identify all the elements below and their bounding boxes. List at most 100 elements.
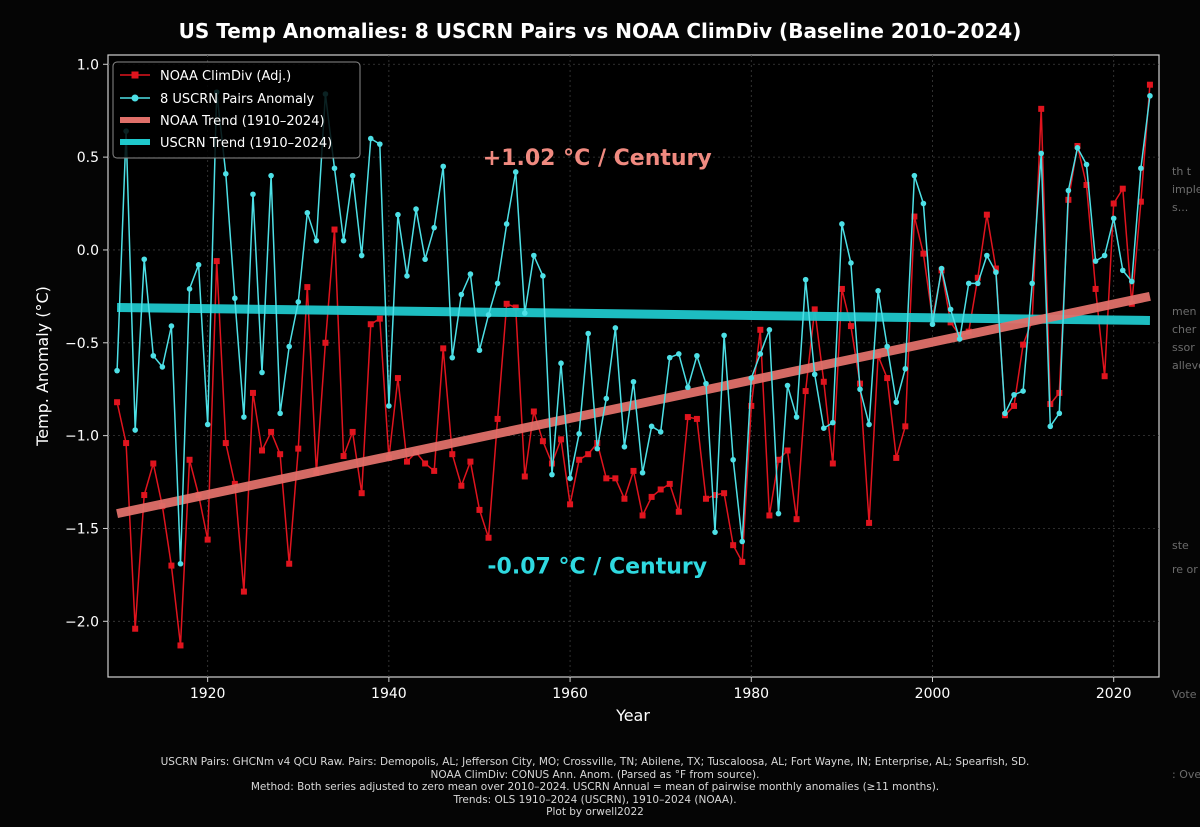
noaa-data-point	[612, 475, 619, 482]
background-text: th t	[1172, 165, 1192, 178]
uscrn-data-point	[1029, 280, 1035, 287]
background-text: imple	[1172, 183, 1200, 196]
uscrn-data-point	[494, 280, 501, 287]
uscrn-data-point	[1011, 391, 1017, 398]
uscrn-data-point	[721, 332, 727, 339]
uscrn-data-point	[1110, 215, 1117, 222]
uscrn-data-point	[386, 403, 392, 409]
uscrn-data-point	[712, 529, 718, 535]
noaa-data-point	[141, 492, 148, 499]
noaa-data-point	[1083, 181, 1090, 188]
uscrn-data-point	[703, 380, 709, 387]
uscrn-data-point	[657, 429, 664, 435]
noaa-data-point	[150, 460, 157, 467]
noaa-data-point	[603, 475, 610, 482]
uscrn-data-point	[1038, 150, 1045, 157]
uscrn-data-point	[413, 206, 419, 212]
uscrn-data-point	[521, 310, 528, 316]
uscrn-data-point	[585, 330, 591, 337]
uscrn-data-point	[304, 210, 311, 216]
uscrn-data-point	[195, 262, 202, 268]
y-tick-label: 0.5	[77, 150, 99, 166]
noaa-data-point	[431, 467, 438, 474]
uscrn-trend-line	[117, 303, 1150, 326]
uscrn-data-point	[395, 211, 401, 218]
noaa-data-point	[820, 378, 827, 385]
caption: USCRN Pairs: GHCNm v4 QCU Raw. Pairs: De…	[0, 756, 1190, 819]
noaa-data-point	[983, 211, 990, 218]
uscrn-data-point	[757, 351, 764, 357]
uscrn-data-point	[956, 336, 963, 342]
uscrn-data-point	[222, 171, 229, 177]
noaa-data-point	[394, 375, 401, 382]
noaa-data-point	[748, 402, 755, 409]
caption-line-trends: Trends: OLS 1910–2024 (USCRN), 1910–2024…	[453, 793, 737, 806]
uscrn-data-point	[404, 273, 410, 279]
y-tick-label: 0.0	[77, 243, 99, 259]
uscrn-data-point	[666, 354, 673, 361]
noaa-data-point	[721, 490, 728, 497]
uscrn-data-point	[449, 354, 456, 361]
uscrn-data-point	[884, 343, 890, 350]
uscrn-data-point	[1020, 388, 1026, 394]
uscrn-data-point	[558, 360, 564, 367]
uscrn-data-point	[902, 365, 909, 372]
uscrn-data-point	[893, 399, 900, 406]
uscrn-data-point	[367, 135, 374, 142]
background-text: re or	[1172, 563, 1198, 576]
caption-line-noaa: NOAA ClimDiv: CONUS Ann. Anom. (Parsed a…	[430, 768, 760, 781]
uscrn-data-point	[186, 286, 193, 292]
noaa-data-point	[222, 440, 229, 447]
caption-line-method: Method: Both series adjusted to zero mea…	[250, 781, 940, 793]
uscrn-data-point	[1119, 267, 1126, 274]
data-series	[114, 81, 1153, 649]
uscrn-data-point	[467, 271, 474, 277]
x-axis-label: Year	[615, 706, 650, 725]
noaa-data-point	[503, 300, 510, 307]
uscrn-data-point	[1138, 165, 1144, 172]
uscrn-data-point	[377, 141, 383, 147]
uscrn-data-point	[204, 421, 211, 428]
uscrn-data-point	[268, 172, 274, 179]
uscrn-data-point	[594, 445, 601, 452]
noaa-data-point	[331, 226, 338, 233]
noaa-data-point	[376, 315, 383, 322]
noaa-data-point	[114, 399, 121, 406]
y-tick-label: −0.5	[65, 336, 99, 352]
uscrn-data-point	[830, 419, 836, 426]
uscrn-data-point	[440, 163, 447, 170]
uscrn-data-point	[177, 560, 184, 567]
noaa-data-point	[277, 451, 284, 458]
uscrn-data-point	[839, 221, 845, 227]
uscrn-data-point	[1092, 258, 1099, 264]
noaa-data-point	[811, 306, 818, 313]
uscrn-data-point	[639, 469, 646, 476]
uscrn-data-point	[630, 378, 637, 385]
axis-ticks: 1920 1940 1960 1980 2000 2020 1.0 0.5 0.0 −0.5 −1.…	[65, 57, 1132, 702]
uscrn-data-point	[775, 510, 782, 517]
noaa-data-point	[666, 480, 673, 487]
noaa-data-point	[440, 345, 447, 352]
background-text: s...	[1172, 201, 1189, 214]
uscrn-data-point	[531, 252, 537, 259]
uscrn-data-point	[929, 321, 936, 328]
uscrn-data-point	[431, 224, 437, 231]
noaa-data-point	[757, 326, 764, 333]
x-tick-label: 1960	[552, 686, 588, 702]
noaa-data-point	[1146, 81, 1153, 88]
uscrn-data-point	[793, 414, 800, 420]
noaa-data-point	[367, 321, 374, 328]
noaa-data-point	[920, 250, 927, 257]
uscrn-data-point	[340, 237, 347, 244]
legend-uscrn-marker	[131, 94, 139, 102]
noaa-data-point	[403, 458, 410, 465]
uscrn-data-point	[676, 351, 682, 357]
x-tick-label: 2000	[915, 686, 951, 702]
uscrn-data-point	[331, 165, 338, 172]
uscrn-data-point	[512, 169, 519, 175]
noaa-data-point	[893, 454, 900, 461]
noaa-data-point	[1092, 285, 1099, 292]
noaa-data-point	[259, 447, 266, 454]
legend-box	[112, 61, 361, 159]
noaa-data-point	[304, 284, 311, 291]
